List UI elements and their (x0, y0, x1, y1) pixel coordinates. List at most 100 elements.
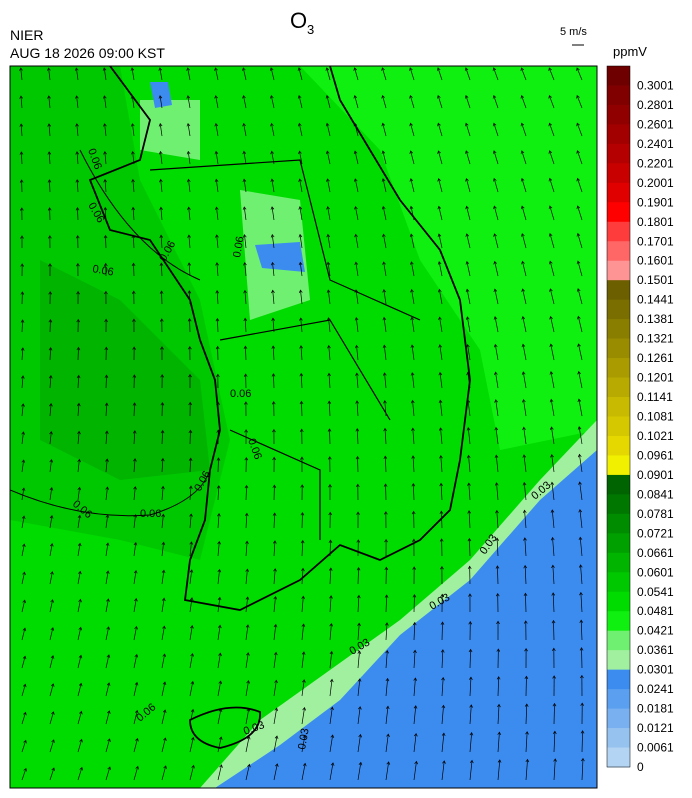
wind-arrow (466, 206, 471, 221)
colorbar-swatch (607, 572, 630, 593)
wind-arrow (271, 151, 275, 165)
wind-arrow (437, 95, 443, 109)
wind-arrow (216, 207, 219, 221)
wind-arrow-head (104, 346, 109, 351)
wind-arrow-head (413, 705, 418, 709)
wind-arrow (187, 95, 191, 109)
colorbar-label: 0.0121 (637, 721, 674, 735)
wind-arrow-head (469, 704, 473, 708)
wind-arrow-head (50, 627, 55, 631)
wind-arrow (549, 261, 555, 277)
wind-arrow (77, 571, 81, 585)
wind-arrow-head (274, 707, 279, 712)
wind-arrow-head (468, 621, 473, 625)
wind-arrow-head (215, 234, 219, 238)
wind-arrow (354, 95, 359, 109)
colorbar-swatch (607, 747, 630, 768)
wind-arrow (245, 680, 249, 697)
wind-arrow-head (438, 371, 443, 376)
wind-arrow-head (412, 566, 416, 570)
wind-arrow (357, 706, 361, 725)
colorbar-swatch (607, 163, 630, 184)
wind-arrow (132, 207, 135, 221)
wind-arrow-head (244, 456, 249, 461)
wind-arrow-head (549, 343, 554, 348)
wind-arrow-head (548, 260, 553, 265)
wind-arrow-head (51, 739, 55, 743)
wind-arrow-head (20, 291, 25, 295)
wind-arrow-head (327, 400, 332, 404)
wind-arrow-head (413, 649, 417, 654)
wind-arrow-head (160, 374, 165, 378)
wind-arrow-head (245, 568, 250, 572)
wind-arrow (49, 571, 53, 585)
wind-arrow (217, 513, 220, 529)
wind-arrow-head (551, 647, 556, 652)
wind-arrow (354, 151, 359, 165)
wind-arrow (49, 767, 55, 781)
wind-arrow (438, 178, 443, 193)
wind-arrow-head (50, 683, 55, 687)
wind-arrow (327, 234, 331, 249)
wind-arrow (189, 737, 194, 753)
wind-arrow (21, 768, 27, 781)
wind-arrow-head (326, 178, 330, 182)
wind-arrow-head (274, 735, 279, 739)
wind-arrow (441, 733, 445, 753)
wind-arrow (273, 596, 276, 613)
colorbar-label: 0.0841 (637, 487, 674, 501)
wind-arrow-head (325, 150, 330, 155)
wind-arrow-head (75, 234, 80, 239)
wind-arrow-head (133, 458, 137, 462)
wind-arrow (104, 179, 107, 193)
wind-arrow-head (217, 624, 222, 629)
wind-arrow-head (20, 319, 25, 323)
wind-arrow-head (271, 289, 275, 294)
wind-arrow-head (551, 592, 556, 596)
wind-arrow-head (188, 373, 192, 378)
wind-arrow (77, 543, 81, 557)
colorbar-label: 0.0781 (637, 507, 674, 521)
wind-arrow-head (576, 94, 580, 99)
wind-arrow-head (436, 67, 441, 71)
wind-arrow (328, 317, 331, 333)
wind-arrow-head (494, 454, 499, 459)
wind-arrow-head (437, 205, 442, 210)
wind-arrow (76, 123, 79, 137)
wind-arrow-head (132, 318, 136, 322)
wind-arrow-head (411, 510, 416, 515)
wind-arrow-head (161, 597, 166, 602)
wind-arrow-head (297, 95, 302, 99)
colorbar-swatch (607, 124, 630, 145)
wind-arrow-head (270, 122, 274, 127)
wind-arrow (77, 515, 81, 529)
colorbar-swatch (607, 377, 630, 398)
wind-arrow (549, 178, 555, 193)
wind-arrow-head (353, 178, 358, 182)
wind-arrow-head (245, 540, 249, 545)
wind-arrow (467, 344, 471, 361)
wind-arrow (242, 67, 247, 81)
wind-arrow (494, 233, 499, 249)
wind-arrow-head (76, 290, 80, 295)
wind-arrow-head (159, 234, 164, 239)
contour-label: 0.03 (296, 727, 312, 750)
wind-arrow-head (578, 481, 582, 485)
wind-arrow-head (272, 484, 277, 488)
wind-arrow-head (523, 537, 527, 541)
wind-arrow-head (552, 675, 556, 679)
wind-arrow (493, 150, 499, 165)
wind-arrow-head (326, 289, 331, 293)
wind-arrow-head (354, 233, 358, 238)
wind-arrow-head (107, 766, 111, 770)
wind-arrow (49, 459, 52, 473)
wind-arrow-head (355, 428, 360, 432)
wind-arrow-head (78, 570, 82, 575)
wind-arrow (273, 735, 278, 753)
wind-arrow-head (103, 123, 107, 127)
wind-arrow-head (159, 318, 164, 322)
wind-arrow-head (409, 205, 414, 210)
wind-arrow-head (218, 680, 223, 685)
wind-arrow (105, 459, 108, 473)
wind-arrow (301, 624, 304, 641)
